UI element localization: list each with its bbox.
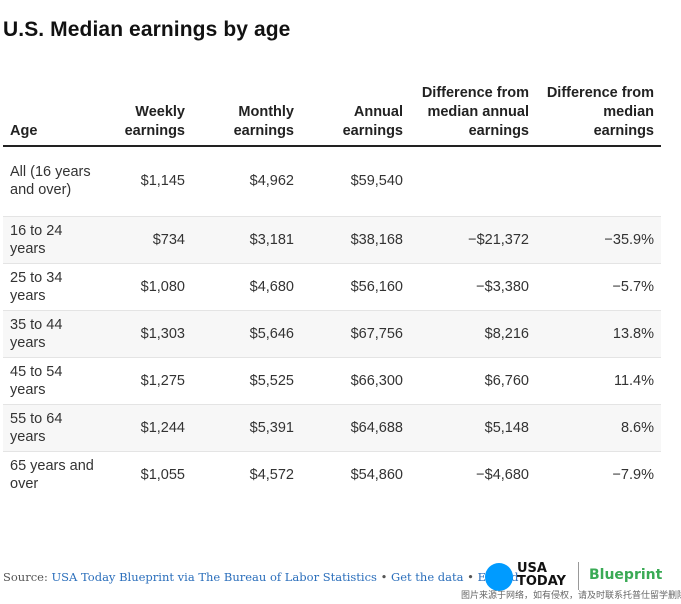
cell-annual: $67,756 [301,310,410,358]
column-header-difference-annual: Difference from median annual earnings [410,84,536,147]
table-row: 16 to 24 years $734 $3,181 $38,168 −$21,… [3,216,661,264]
watermark-text: 图片来源于网络，如有侵权，请及时联系托普仕留学删除 [461,591,681,601]
cell-monthly: $4,680 [192,263,301,311]
cell-diff-annual: $8,216 [410,310,536,358]
footer-separator: • [380,570,388,584]
get-the-data-link[interactable]: Get the data [391,570,464,584]
cell-annual: $54,860 [350,466,403,483]
cell-age: 45 to 54 years [3,357,101,405]
cell-age: 25 to 34 years [3,263,101,311]
cell-annual: $59,540 [301,146,410,217]
cell-weekly: $1,145 [101,146,192,217]
cell-age: All (16 years and over) [3,146,101,217]
cell-monthly: $3,181 [192,216,301,264]
blueprint-logo: Blueprint [589,567,663,583]
table-header-row: Age Weekly earnings Monthly earnings Ann… [3,84,661,147]
table-row: All (16 years and over) $1,145 $4,962 $5… [3,146,661,217]
cell-diff-annual [410,146,536,217]
cell-diff-annual: $6,760 [410,357,536,405]
cell-diff-percent [536,146,661,217]
cell-weekly: $1,080 [101,263,192,311]
table-row: 65 years and over $1,055 $4,572 $54,860 … [3,451,661,498]
cell-diff-annual: −$4,680 [476,466,529,483]
cell-monthly: $4,962 [192,146,301,217]
cell-diff-percent: −35.9% [536,216,661,264]
cell-age: 35 to 44 years [3,310,101,358]
cell-diff-annual: −$21,372 [410,216,536,264]
table-row: 35 to 44 years $1,303 $5,646 $67,756 $8,… [3,310,661,358]
logo-divider [578,562,579,590]
cell-annual: $56,160 [301,263,410,311]
cell-diff-percent: −7.9% [612,466,654,483]
column-header-annual-earnings: Annual earnings [301,84,410,147]
cell-diff-annual: $5,148 [410,404,536,452]
table-row: 25 to 34 years $1,080 $4,680 $56,160 −$3… [3,263,661,311]
cell-annual: $38,168 [301,216,410,264]
usa-today-logo-line2: TODAY [517,574,566,589]
cell-age: 65 years and over [10,457,94,492]
column-header-weekly-earnings: Weekly earnings [101,84,192,147]
usa-today-dot-icon [485,563,513,591]
page-title: U.S. Median earnings by age [3,18,291,41]
cell-weekly: $1,275 [101,357,192,405]
source-label: Source: [3,570,48,584]
cell-diff-annual: −$3,380 [410,263,536,311]
cell-monthly: $5,391 [192,404,301,452]
cell-monthly: $5,646 [192,310,301,358]
cell-diff-percent: 11.4% [536,357,661,405]
cell-diff-percent: 13.8% [536,310,661,358]
cell-monthly: $5,525 [192,357,301,405]
earnings-table: Age Weekly earnings Monthly earnings Ann… [3,84,661,498]
cell-age: 55 to 64 years [3,404,101,452]
cell-weekly: $1,303 [101,310,192,358]
cell-diff-percent: 8.6% [536,404,661,452]
source-link[interactable]: USA Today Blueprint via The Bureau of La… [51,570,377,584]
column-header-monthly-earnings: Monthly earnings [192,84,301,147]
source-footer: Source: USA Today Blueprint via The Bure… [3,570,518,584]
usa-today-logo-line1: USA [517,561,547,576]
cell-monthly: $4,572 [249,466,294,483]
cell-annual: $64,688 [301,404,410,452]
cell-weekly: $734 [101,216,192,264]
cell-annual: $66,300 [301,357,410,405]
table-row: 55 to 64 years $1,244 $5,391 $64,688 $5,… [3,404,661,452]
footer-separator: • [467,570,474,584]
cell-weekly: $1,055 [140,466,185,483]
column-header-age: Age [3,84,101,147]
cell-weekly: $1,244 [101,404,192,452]
cell-diff-percent: −5.7% [536,263,661,311]
column-header-difference-percent: Difference from median earnings [536,84,661,147]
cell-age: 16 to 24 years [3,216,101,264]
table-row: 45 to 54 years $1,275 $5,525 $66,300 $6,… [3,357,661,405]
